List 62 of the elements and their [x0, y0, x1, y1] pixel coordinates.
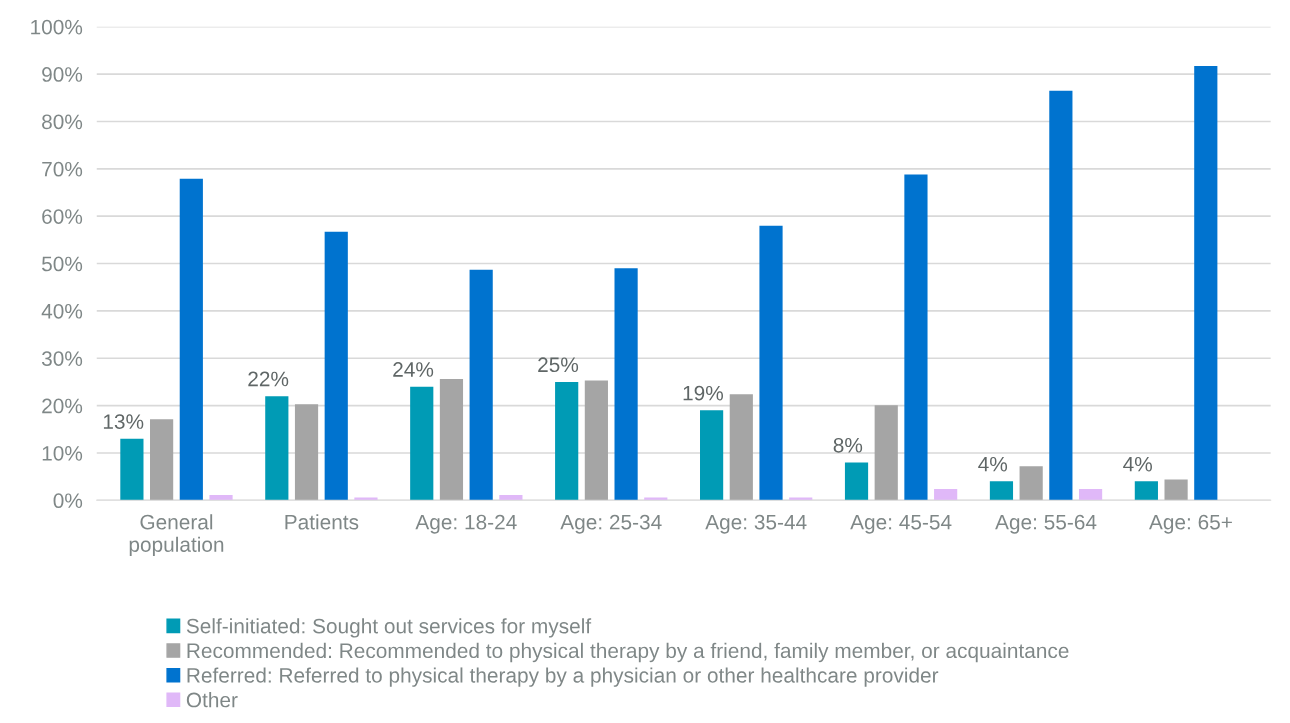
x-tick-label: General population	[129, 514, 224, 557]
y-tick-label: 30%	[41, 351, 83, 366]
x-tick-label: Age: 45-54	[850, 514, 952, 534]
legend-label: Self-initiated: Sought out services for myself	[186, 618, 592, 638]
bar	[555, 381, 579, 501]
bar	[120, 438, 144, 501]
bar	[410, 386, 434, 501]
data-label: 8%	[833, 437, 863, 453]
bar	[989, 481, 1014, 501]
x-tick-label: Age: 55-64	[995, 514, 1097, 534]
bar	[294, 404, 319, 501]
bar	[150, 419, 174, 501]
bar	[179, 178, 203, 501]
bar	[729, 394, 753, 501]
bar	[844, 462, 869, 501]
bar	[209, 495, 233, 501]
x-tick-label: Age: 35-44	[705, 514, 807, 534]
y-tick-label: 70%	[42, 161, 83, 177]
x-tick-label: Patients	[285, 514, 359, 530]
bar	[904, 174, 928, 501]
data-label: 25%	[538, 357, 579, 373]
y-tick-label: 0%	[53, 493, 83, 509]
y-tick-label: 90%	[42, 67, 83, 82]
legend-label: Referred: Referred to physical therapy by a physician or other healthcare provider	[187, 667, 939, 687]
bar	[439, 379, 464, 501]
y-tick-label: 10%	[42, 445, 83, 461]
bar	[1019, 466, 1043, 501]
data-label: 4%	[978, 456, 1008, 472]
bar	[499, 495, 523, 501]
bar	[759, 225, 783, 501]
legend-label: Recommended: Recommended to physical therapy by a friend, family member, or acquaintance	[187, 642, 1069, 663]
bar	[265, 396, 289, 501]
x-tick-label: Age: 18-24	[415, 514, 517, 534]
x-tick-label: Age: 65+	[1148, 514, 1232, 534]
bar	[584, 380, 608, 501]
y-tick-label: 20%	[42, 398, 83, 414]
data-label: 13%	[103, 414, 144, 429]
data-label: 24%	[393, 362, 434, 377]
bar	[700, 410, 724, 501]
bar	[874, 405, 898, 501]
data-label: 4%	[1123, 456, 1152, 472]
bar	[1194, 66, 1218, 501]
bar	[469, 269, 493, 501]
data-label: 19%	[683, 385, 724, 401]
bar	[1078, 488, 1103, 501]
bar	[789, 497, 813, 501]
y-tick-label: 40%	[41, 303, 83, 319]
data-label: 22%	[248, 371, 289, 387]
bar	[354, 497, 378, 501]
bar	[1049, 90, 1073, 501]
legend-label: Other	[186, 692, 238, 708]
y-tick-label: 80%	[42, 114, 83, 130]
bar	[324, 231, 348, 501]
y-tick-label: 100%	[31, 19, 83, 35]
y-tick-label: 50%	[42, 256, 83, 272]
bar	[614, 268, 638, 501]
bar	[644, 497, 668, 501]
bar	[934, 488, 958, 501]
bar	[1164, 479, 1188, 501]
x-tick-label: Age: 25-34	[560, 514, 662, 534]
bar	[1134, 481, 1158, 501]
y-tick-label: 60%	[42, 209, 83, 224]
